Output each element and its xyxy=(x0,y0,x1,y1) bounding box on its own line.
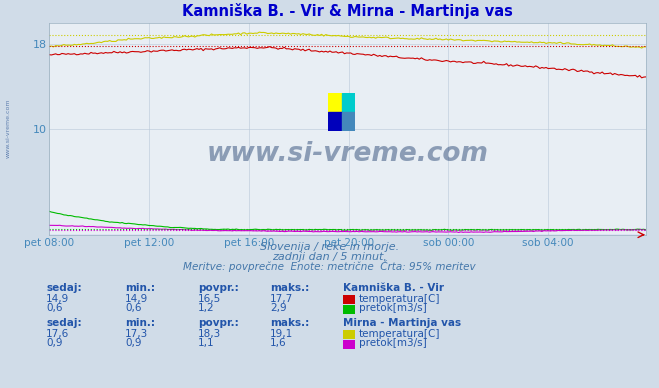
Text: 0,6: 0,6 xyxy=(125,303,142,314)
Bar xyxy=(328,112,341,132)
Text: Meritve: povprečne  Enote: metrične  Črta: 95% meritev: Meritve: povprečne Enote: metrične Črta:… xyxy=(183,260,476,272)
Text: 19,1: 19,1 xyxy=(270,329,293,339)
Text: 1,2: 1,2 xyxy=(198,303,214,314)
Text: Slovenija / reke in morje.: Slovenija / reke in morje. xyxy=(260,242,399,252)
Text: 14,9: 14,9 xyxy=(125,294,148,304)
Text: maks.:: maks.: xyxy=(270,318,310,328)
Text: Kamniška B. - Vir: Kamniška B. - Vir xyxy=(343,283,444,293)
Text: www.si-vreme.com: www.si-vreme.com xyxy=(207,141,488,167)
Text: pretok[m3/s]: pretok[m3/s] xyxy=(359,303,427,314)
Text: 17,6: 17,6 xyxy=(46,329,69,339)
Text: 0,6: 0,6 xyxy=(46,303,63,314)
Text: 1,1: 1,1 xyxy=(198,338,214,348)
Text: min.:: min.: xyxy=(125,283,156,293)
Text: www.si-vreme.com: www.si-vreme.com xyxy=(5,98,11,158)
Text: 18,3: 18,3 xyxy=(198,329,221,339)
Text: 17,7: 17,7 xyxy=(270,294,293,304)
Text: 2,9: 2,9 xyxy=(270,303,287,314)
Text: 1,6: 1,6 xyxy=(270,338,287,348)
Title: Kamniška B. - Vir & Mirna - Martinja vas: Kamniška B. - Vir & Mirna - Martinja vas xyxy=(182,3,513,19)
Text: 16,5: 16,5 xyxy=(198,294,221,304)
Bar xyxy=(328,93,341,112)
Text: sedaj:: sedaj: xyxy=(46,318,82,328)
Text: povpr.:: povpr.: xyxy=(198,318,239,328)
Text: min.:: min.: xyxy=(125,318,156,328)
Text: sedaj:: sedaj: xyxy=(46,283,82,293)
Text: temperatura[C]: temperatura[C] xyxy=(359,329,441,339)
Text: Mirna - Martinja vas: Mirna - Martinja vas xyxy=(343,318,461,328)
Text: povpr.:: povpr.: xyxy=(198,283,239,293)
Text: 14,9: 14,9 xyxy=(46,294,69,304)
Text: pretok[m3/s]: pretok[m3/s] xyxy=(359,338,427,348)
Text: 17,3: 17,3 xyxy=(125,329,148,339)
Text: 0,9: 0,9 xyxy=(46,338,63,348)
Text: zadnji dan / 5 minut.: zadnji dan / 5 minut. xyxy=(272,252,387,262)
Text: 0,9: 0,9 xyxy=(125,338,142,348)
Bar xyxy=(341,93,355,112)
Text: temperatura[C]: temperatura[C] xyxy=(359,294,441,304)
Text: maks.:: maks.: xyxy=(270,283,310,293)
Bar xyxy=(341,112,355,132)
